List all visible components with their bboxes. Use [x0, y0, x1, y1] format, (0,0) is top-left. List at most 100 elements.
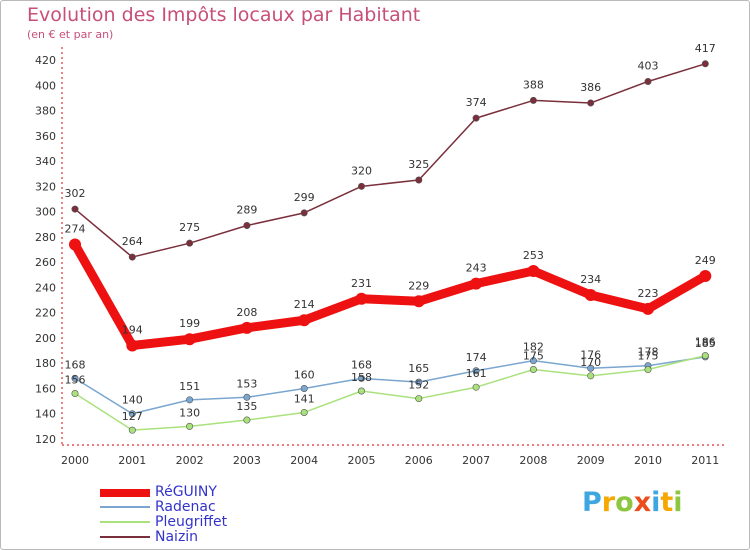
data-label: 194	[122, 324, 143, 337]
data-point	[128, 253, 136, 261]
y-tick-label: 180	[35, 357, 56, 370]
data-label: 253	[523, 249, 544, 262]
data-point	[644, 77, 652, 85]
data-point	[415, 378, 423, 386]
data-point	[584, 288, 597, 301]
data-label: 274	[65, 222, 86, 235]
x-tick-label: 2009	[577, 454, 605, 467]
data-point	[412, 295, 425, 308]
chart-title: Evolution des Impôts locaux par Habitant	[27, 4, 421, 26]
data-label: 320	[351, 164, 372, 177]
data-label: 182	[523, 341, 544, 354]
data-point	[128, 410, 136, 418]
data-label: 141	[294, 392, 315, 405]
data-point	[470, 277, 483, 290]
data-point	[186, 396, 194, 404]
data-point	[298, 314, 311, 327]
data-label: 289	[236, 203, 257, 216]
data-label: 299	[294, 191, 315, 204]
legend-swatch-naizin	[100, 536, 150, 538]
logo-letter: o	[615, 487, 634, 518]
data-point	[415, 395, 423, 403]
data-label: 140	[122, 394, 143, 407]
data-label: 127	[122, 410, 143, 423]
y-tick-label: 380	[35, 105, 56, 118]
data-point	[186, 239, 194, 247]
data-point	[587, 99, 595, 107]
data-point	[183, 333, 196, 346]
data-point	[300, 209, 308, 217]
data-point	[355, 292, 368, 305]
y-tick-label: 320	[35, 180, 56, 193]
data-point	[357, 374, 365, 382]
x-tick-label: 2000	[61, 454, 89, 467]
data-label: 249	[695, 254, 716, 267]
logo-letter: i	[651, 487, 661, 518]
data-label: 208	[236, 306, 257, 319]
y-tick-label: 120	[35, 433, 56, 446]
data-label: 165	[408, 362, 429, 375]
data-point	[699, 270, 712, 283]
x-tick-label: 2011	[691, 454, 719, 467]
data-label: 152	[408, 379, 429, 392]
data-label: 175	[523, 350, 544, 363]
data-label: 135	[236, 400, 257, 413]
data-point	[472, 367, 480, 375]
data-point	[300, 384, 308, 392]
y-tick-label: 340	[35, 155, 56, 168]
data-label: 168	[351, 358, 372, 371]
x-tick-label: 2001	[118, 454, 146, 467]
data-point	[240, 321, 253, 334]
data-point	[587, 372, 595, 380]
data-label: 214	[294, 298, 315, 311]
y-tick-label: 260	[35, 256, 56, 269]
data-label: 130	[179, 406, 200, 419]
logo-letter: P	[582, 487, 602, 518]
data-label: 264	[122, 235, 143, 248]
data-label: 175	[638, 350, 659, 363]
data-point	[529, 96, 537, 104]
data-label: 199	[179, 317, 200, 330]
y-tick-label: 420	[35, 54, 56, 67]
data-label: 170	[580, 356, 601, 369]
data-label: 234	[580, 273, 601, 286]
data-point	[243, 416, 251, 424]
data-point	[415, 176, 423, 184]
data-point	[71, 205, 79, 213]
data-label: 403	[638, 59, 659, 72]
x-tick-label: 2002	[176, 454, 204, 467]
data-point	[71, 390, 79, 398]
logo-letter: i	[673, 487, 683, 518]
data-label: 161	[466, 367, 487, 380]
legend-label: RéGUINY	[155, 484, 217, 500]
data-point	[186, 422, 194, 430]
proxiti-logo: Proxiti	[582, 487, 683, 518]
series-line-rguiny	[70, 239, 710, 351]
data-label: 275	[179, 221, 200, 234]
data-label: 388	[523, 78, 544, 91]
x-tick-label: 2007	[462, 454, 490, 467]
legend-label: Pleugriffet	[155, 514, 228, 530]
data-label: 325	[408, 158, 429, 171]
data-label: 231	[351, 277, 372, 290]
data-point	[126, 339, 139, 352]
logo-letter: t	[660, 487, 674, 518]
y-tick-label: 360	[35, 130, 56, 143]
series-line-pleugriffet	[74, 354, 707, 431]
data-label: 151	[179, 380, 200, 393]
chart-subtitle: (en € et par an)	[27, 28, 114, 41]
data-label: 386	[580, 81, 601, 94]
y-tick-label: 200	[35, 332, 56, 345]
data-point	[701, 352, 709, 360]
data-label: 223	[638, 287, 659, 300]
legend-swatch-reguiny	[100, 489, 150, 497]
y-tick-label: 220	[35, 307, 56, 320]
data-point	[71, 374, 79, 382]
data-point	[472, 114, 480, 122]
data-label: 158	[351, 371, 372, 384]
data-label: 229	[408, 279, 429, 292]
data-point	[243, 393, 251, 401]
logo-letter: r	[601, 487, 616, 518]
